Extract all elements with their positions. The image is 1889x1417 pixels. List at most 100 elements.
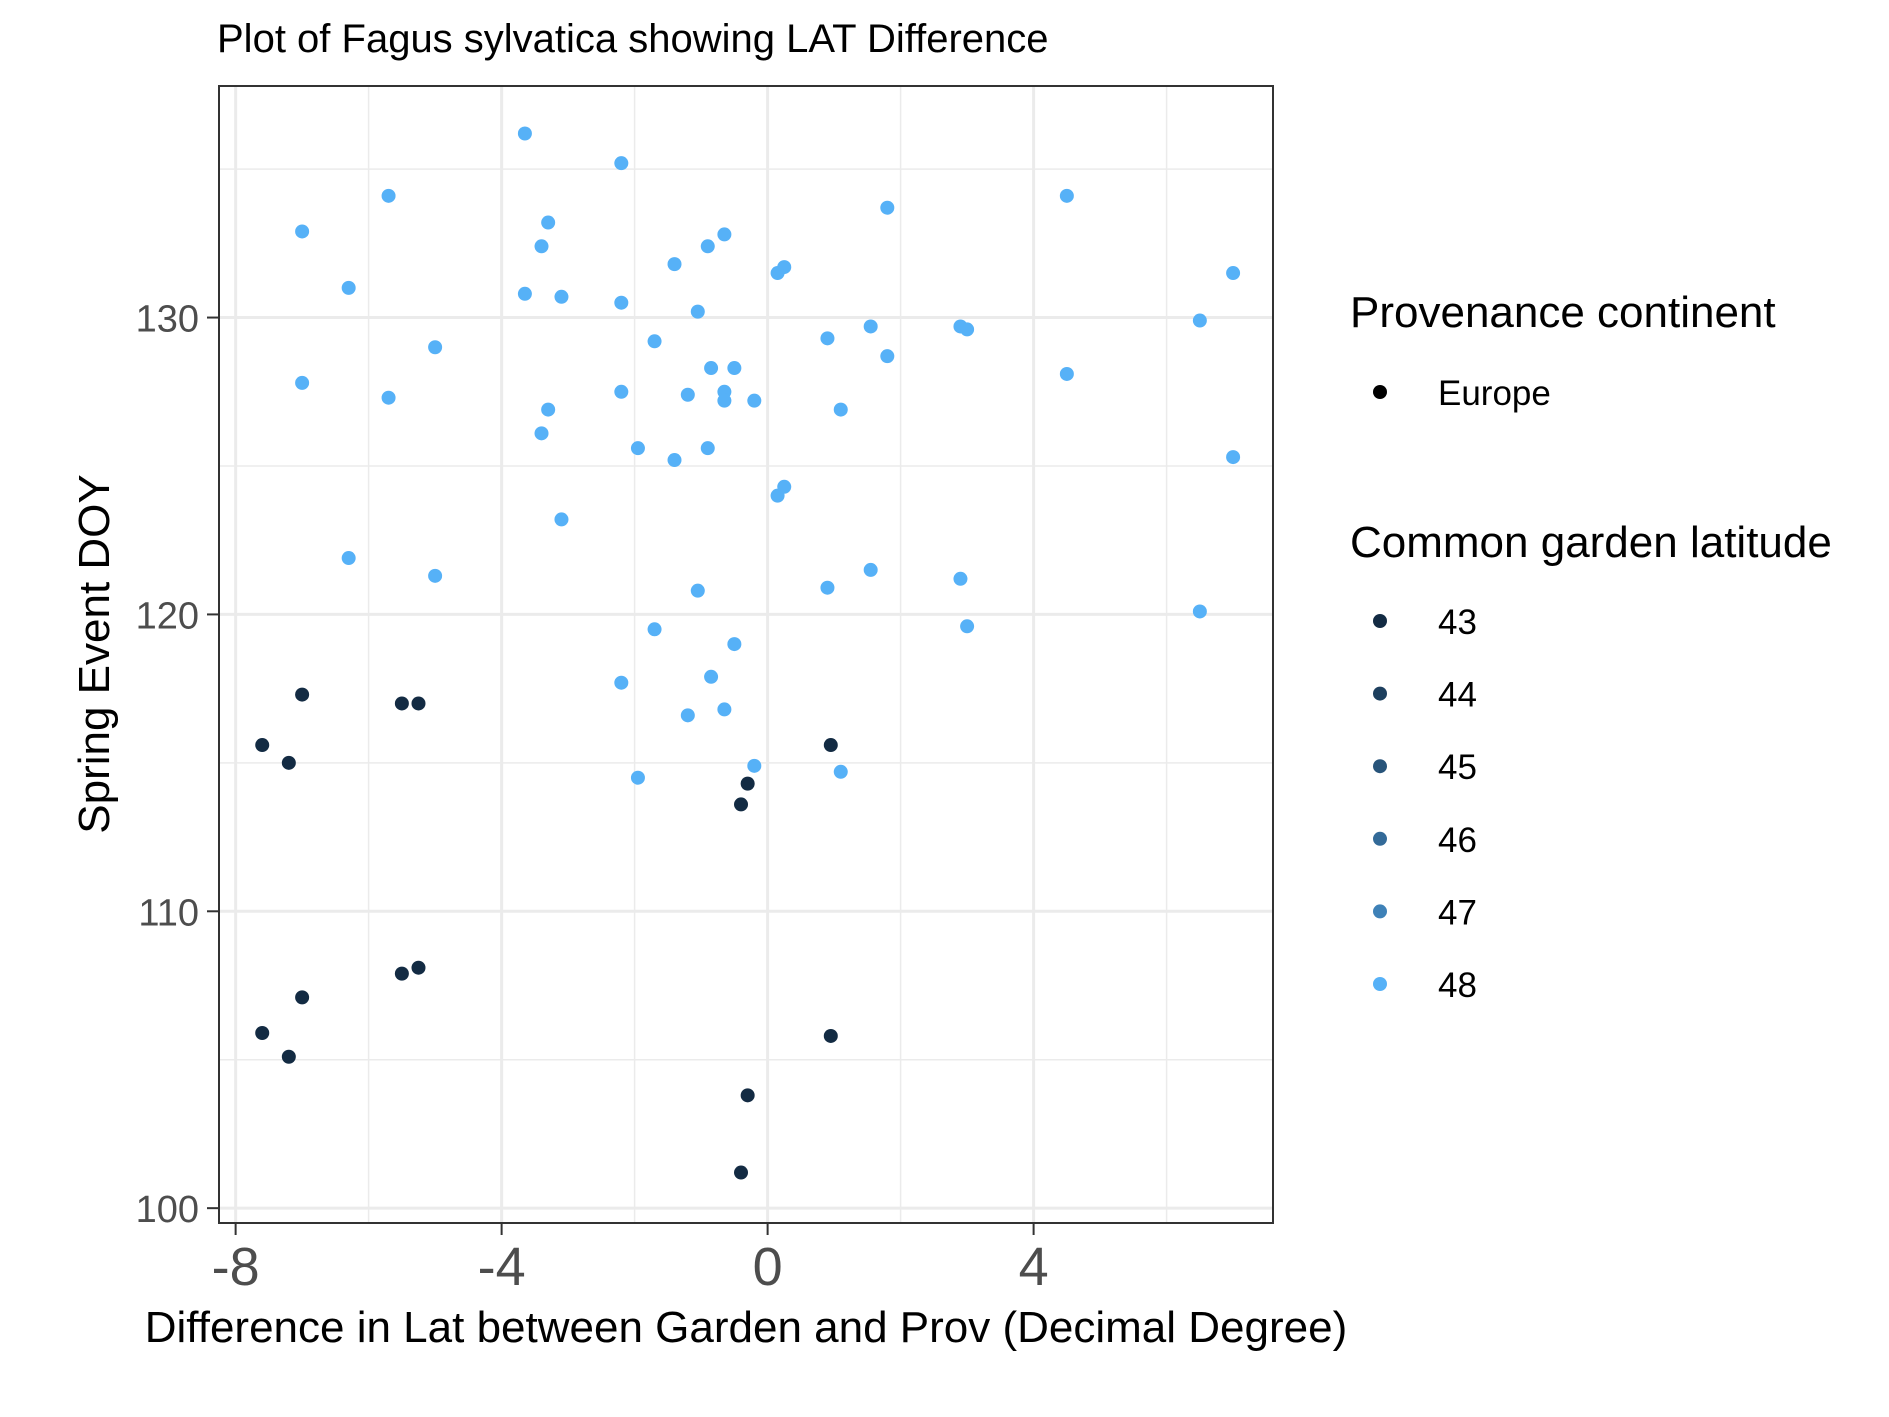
data-point bbox=[428, 340, 443, 355]
data-point bbox=[541, 402, 556, 417]
data-point bbox=[614, 295, 629, 310]
data-point bbox=[700, 441, 715, 456]
legend-label: 43 bbox=[1438, 603, 1477, 642]
data-point bbox=[517, 286, 532, 301]
data-point bbox=[667, 257, 682, 272]
grid-major bbox=[219, 86, 1273, 1223]
data-point bbox=[880, 200, 895, 215]
data-point bbox=[1192, 604, 1207, 619]
y-tick-label: 130 bbox=[136, 299, 199, 341]
legend: Provenance continent Europe Common garde… bbox=[1350, 288, 1832, 1005]
data-point bbox=[647, 334, 662, 349]
legend-key bbox=[1373, 977, 1387, 991]
data-point bbox=[1059, 188, 1074, 203]
legend-key bbox=[1373, 759, 1387, 774]
data-point bbox=[394, 966, 409, 981]
x-axis-label: Difference in Lat between Garden and Pro… bbox=[145, 1303, 1347, 1352]
data-point bbox=[554, 289, 569, 304]
x-tick-label: -4 bbox=[478, 1237, 526, 1297]
data-point bbox=[680, 387, 695, 402]
y-tick-label: 110 bbox=[138, 892, 199, 934]
legend-label: 47 bbox=[1438, 893, 1477, 932]
data-point bbox=[394, 696, 409, 711]
data-point bbox=[717, 227, 732, 242]
data-point bbox=[770, 488, 785, 503]
data-point bbox=[647, 622, 662, 637]
legend-key bbox=[1373, 385, 1387, 399]
data-point bbox=[534, 426, 549, 441]
legend-label: 44 bbox=[1438, 676, 1477, 715]
data-point bbox=[295, 990, 310, 1005]
data-point bbox=[630, 441, 645, 456]
data-point bbox=[614, 384, 629, 399]
data-point bbox=[833, 402, 848, 417]
data-point bbox=[614, 156, 629, 171]
data-point bbox=[281, 755, 296, 770]
panel-background bbox=[219, 86, 1273, 1223]
data-point bbox=[690, 583, 705, 598]
data-point bbox=[820, 580, 835, 595]
data-point bbox=[833, 764, 848, 779]
data-points bbox=[255, 126, 1241, 1180]
data-point bbox=[295, 224, 310, 239]
data-point bbox=[820, 331, 835, 346]
y-axis-label: Spring Event DOY bbox=[70, 474, 119, 834]
y-tick-label: 120 bbox=[136, 595, 199, 637]
data-point bbox=[823, 1028, 838, 1043]
legend-key bbox=[1373, 831, 1387, 846]
data-point bbox=[1226, 266, 1241, 281]
data-point bbox=[381, 390, 396, 405]
data-point bbox=[541, 215, 556, 230]
data-point bbox=[823, 738, 838, 753]
data-point bbox=[281, 1049, 296, 1064]
data-point bbox=[428, 568, 443, 583]
data-point bbox=[381, 188, 396, 203]
legend-label: 48 bbox=[1438, 966, 1477, 1005]
data-point bbox=[704, 361, 719, 376]
legend-color-items: 43 44 45 46 47 48 bbox=[1373, 603, 1477, 1005]
data-point bbox=[667, 453, 682, 468]
data-point bbox=[717, 393, 732, 408]
data-point bbox=[960, 619, 975, 634]
data-point bbox=[341, 551, 356, 566]
legend-label: Europe bbox=[1438, 374, 1551, 413]
data-point bbox=[727, 361, 742, 376]
data-point bbox=[1192, 313, 1207, 328]
x-tick-label: 0 bbox=[753, 1237, 783, 1297]
x-axis: -8 -4 0 4 bbox=[212, 1223, 1049, 1297]
plot-panel bbox=[218, 85, 1274, 1224]
data-point bbox=[747, 393, 762, 408]
data-point bbox=[960, 322, 975, 337]
legend-label: 46 bbox=[1438, 821, 1477, 860]
data-point bbox=[704, 669, 719, 684]
data-point bbox=[517, 126, 532, 141]
data-point bbox=[411, 960, 426, 975]
data-point bbox=[863, 562, 878, 577]
data-point bbox=[770, 266, 785, 281]
data-point bbox=[747, 758, 762, 773]
data-point bbox=[255, 1026, 270, 1041]
data-point bbox=[700, 239, 715, 254]
legend-shape-items: Europe bbox=[1373, 374, 1551, 413]
legend-key bbox=[1373, 686, 1387, 701]
data-point bbox=[727, 637, 742, 652]
data-point bbox=[295, 375, 310, 390]
x-tick-label: -8 bbox=[212, 1237, 260, 1297]
legend-shape-title: Provenance continent bbox=[1350, 288, 1776, 337]
grid-minor bbox=[219, 86, 1273, 1223]
data-point bbox=[680, 708, 695, 723]
data-point bbox=[630, 770, 645, 785]
y-axis: 100 110 120 130 bbox=[136, 299, 219, 1231]
legend-key bbox=[1373, 904, 1387, 919]
data-point bbox=[690, 304, 705, 319]
data-point bbox=[880, 349, 895, 364]
data-point bbox=[295, 687, 310, 702]
data-point bbox=[953, 571, 968, 586]
data-point bbox=[614, 675, 629, 690]
data-point bbox=[554, 512, 569, 527]
data-point bbox=[734, 1165, 749, 1180]
y-tick-label: 100 bbox=[136, 1189, 199, 1231]
data-point bbox=[740, 776, 755, 791]
data-point bbox=[734, 797, 749, 812]
